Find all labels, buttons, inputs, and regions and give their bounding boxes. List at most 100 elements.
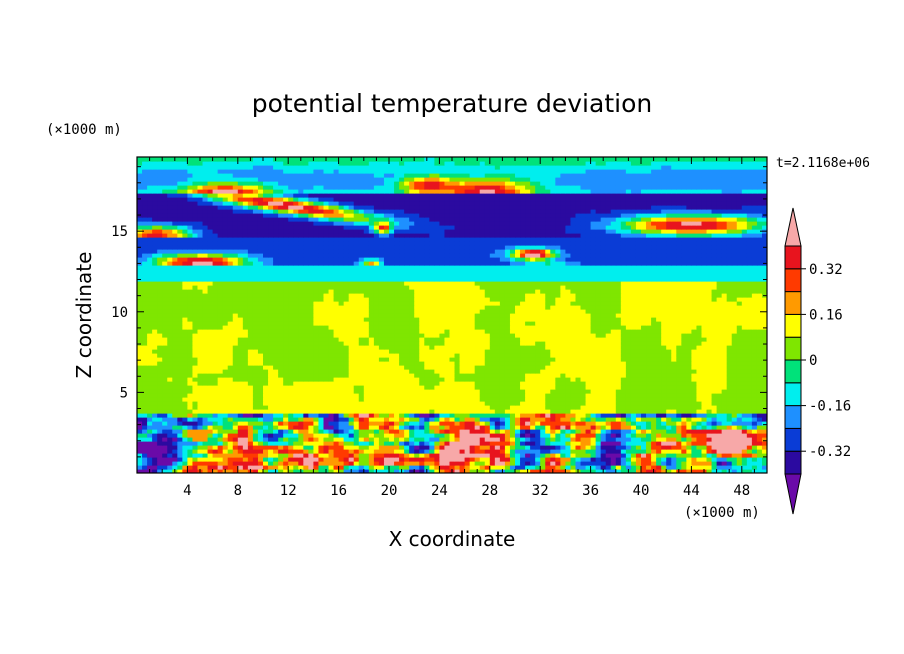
contour-cell bbox=[756, 329, 763, 334]
contour-cell bbox=[363, 409, 370, 414]
contour-cell bbox=[434, 333, 440, 338]
contour-cell bbox=[540, 469, 546, 473]
contour-cell bbox=[172, 317, 178, 322]
contour-cell bbox=[419, 325, 425, 330]
contour-cell bbox=[489, 389, 496, 394]
contour-cell bbox=[535, 349, 541, 354]
contour-cell bbox=[202, 465, 209, 470]
contour-cell bbox=[671, 465, 677, 470]
contour-cell bbox=[293, 461, 299, 466]
contour-cell bbox=[489, 401, 496, 406]
contour-cell bbox=[187, 385, 194, 390]
contour-cell bbox=[414, 317, 420, 322]
contour-cell bbox=[232, 345, 239, 350]
contour-cell bbox=[615, 349, 622, 354]
contour-cell bbox=[540, 465, 546, 470]
contour-cell bbox=[343, 461, 350, 466]
contour-cell bbox=[308, 465, 314, 470]
contour-cell bbox=[263, 333, 269, 338]
contour-cell bbox=[162, 361, 168, 366]
contour-cell bbox=[575, 397, 582, 402]
contour-cell bbox=[686, 353, 692, 358]
contour-cell bbox=[620, 357, 627, 362]
contour-cell bbox=[152, 441, 158, 446]
contour-cell bbox=[610, 409, 617, 414]
contour-cell bbox=[137, 397, 143, 402]
contour-cell bbox=[323, 341, 330, 346]
contour-cell bbox=[303, 469, 309, 473]
contour-cell bbox=[499, 409, 506, 414]
contour-cell bbox=[625, 365, 632, 370]
contour-cell bbox=[268, 385, 274, 390]
contour-cell bbox=[429, 325, 435, 330]
contour-cell bbox=[323, 425, 330, 430]
contour-cell bbox=[308, 337, 314, 342]
contour-cell bbox=[278, 385, 284, 390]
contour-cell bbox=[368, 361, 375, 366]
contour-cell bbox=[474, 369, 481, 374]
contour-cell bbox=[741, 341, 748, 346]
contour-cell bbox=[656, 405, 662, 410]
contour-cell bbox=[207, 469, 214, 473]
contour-cell bbox=[333, 365, 340, 370]
contour-cell bbox=[394, 357, 400, 362]
contour-cell bbox=[489, 461, 496, 466]
contour-cell bbox=[625, 381, 632, 386]
contour-cell bbox=[373, 389, 380, 394]
contour-cell bbox=[676, 361, 682, 366]
contour-cell bbox=[731, 357, 738, 362]
contour-cell bbox=[409, 365, 415, 370]
contour-cell bbox=[545, 345, 551, 350]
contour-cell bbox=[565, 313, 572, 318]
contour-cell bbox=[197, 349, 204, 354]
contour-cell bbox=[237, 369, 244, 374]
contour-cell bbox=[439, 365, 446, 370]
contour-cell bbox=[434, 405, 440, 410]
contour-cell bbox=[308, 381, 314, 386]
contour-cell bbox=[137, 469, 143, 473]
contour-cell bbox=[726, 369, 733, 374]
contour-cell bbox=[217, 361, 224, 366]
contour-cell bbox=[283, 465, 289, 470]
contour-cell bbox=[646, 449, 652, 454]
contour-cell bbox=[746, 393, 753, 398]
contour-cell bbox=[434, 365, 440, 370]
contour-cell bbox=[288, 389, 294, 394]
contour-cell bbox=[373, 345, 380, 350]
contour-cell bbox=[635, 457, 642, 462]
contour-cell bbox=[671, 357, 677, 362]
contour-cell bbox=[494, 329, 501, 334]
contour-cell bbox=[232, 413, 239, 418]
contour-cell bbox=[429, 461, 435, 466]
contour-cell bbox=[222, 373, 229, 378]
contour-cell bbox=[378, 393, 385, 398]
contour-cell bbox=[756, 389, 763, 394]
contour-cell bbox=[247, 405, 254, 410]
contour-cell bbox=[681, 381, 687, 386]
contour-cell bbox=[545, 465, 551, 470]
contour-cell bbox=[378, 421, 385, 426]
contour-cell bbox=[706, 325, 713, 330]
contour-cell bbox=[187, 469, 194, 473]
contour-cell bbox=[318, 397, 325, 402]
contour-cell bbox=[726, 421, 733, 426]
contour-cell bbox=[610, 445, 617, 450]
contour-cell bbox=[328, 373, 335, 378]
contour-cell bbox=[419, 365, 425, 370]
contour-cell bbox=[535, 425, 541, 430]
contour-cell bbox=[716, 365, 723, 370]
contour-cell bbox=[585, 401, 592, 406]
contour-cell bbox=[368, 421, 375, 426]
contour-cell bbox=[449, 333, 456, 338]
contour-cell bbox=[348, 361, 355, 366]
contour-cell bbox=[761, 317, 767, 322]
contour-cell bbox=[247, 425, 254, 430]
contour-cell bbox=[429, 425, 435, 430]
contour-cell bbox=[192, 349, 199, 354]
contour-cell bbox=[348, 429, 355, 434]
contour-cell bbox=[630, 393, 637, 398]
contour-cell bbox=[620, 337, 627, 342]
contour-cell bbox=[595, 313, 602, 318]
contour-cell bbox=[389, 425, 395, 430]
contour-cell bbox=[746, 437, 753, 442]
